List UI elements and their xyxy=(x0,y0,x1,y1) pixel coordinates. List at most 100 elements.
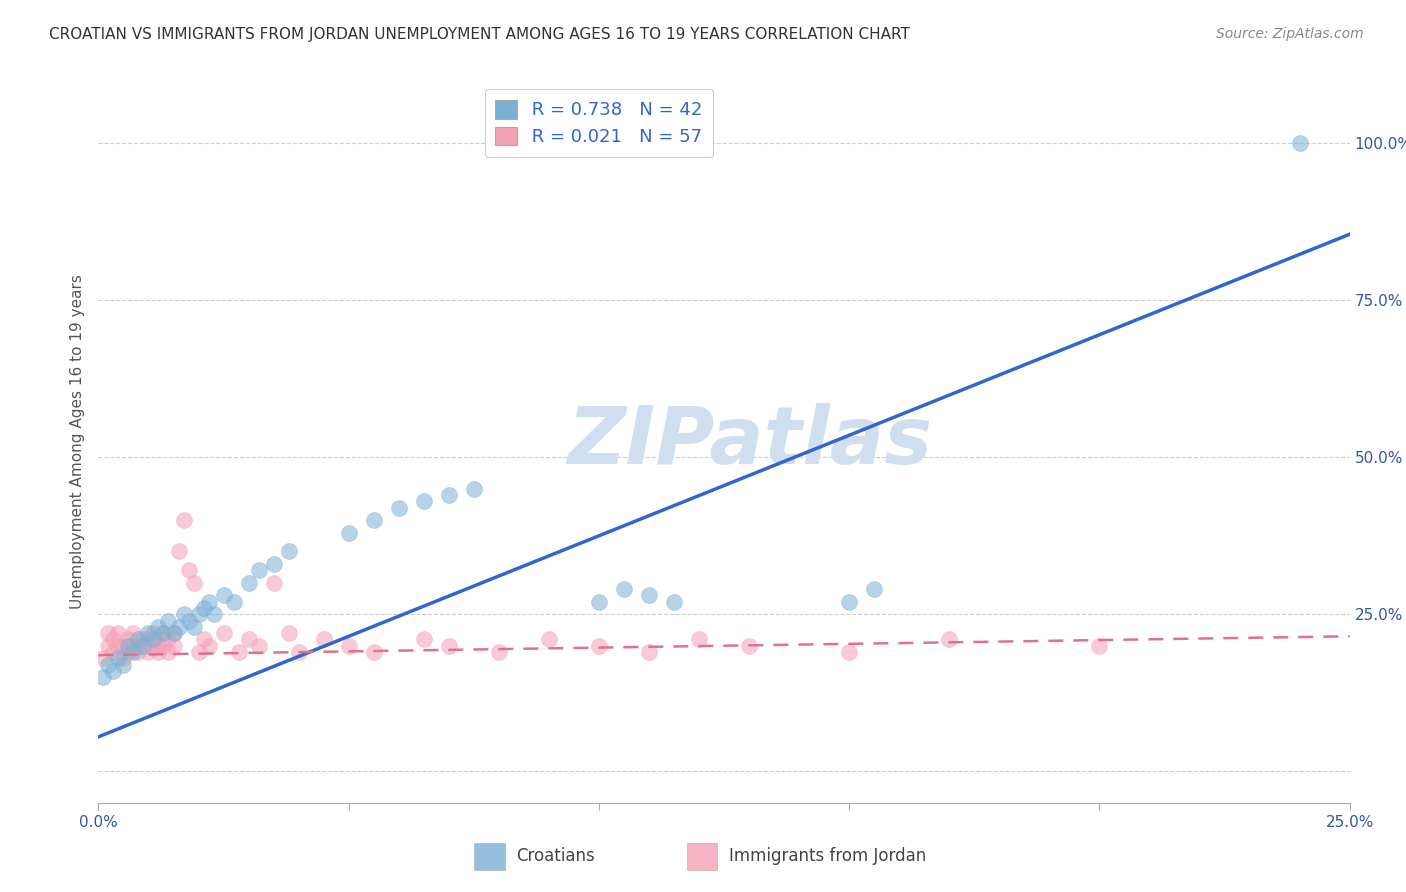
Point xyxy=(197,639,219,653)
Point xyxy=(228,645,250,659)
Point xyxy=(177,563,200,577)
Point xyxy=(838,645,860,659)
Point xyxy=(488,645,510,659)
Text: Croatians: Croatians xyxy=(516,847,595,865)
Point xyxy=(157,645,180,659)
Text: CROATIAN VS IMMIGRANTS FROM JORDAN UNEMPLOYMENT AMONG AGES 16 TO 19 YEARS CORREL: CROATIAN VS IMMIGRANTS FROM JORDAN UNEMP… xyxy=(49,27,910,42)
Point xyxy=(117,632,139,647)
Point xyxy=(138,645,160,659)
Point xyxy=(662,595,685,609)
Point xyxy=(112,639,135,653)
Point xyxy=(238,632,260,647)
Point xyxy=(437,639,460,653)
Point xyxy=(277,544,299,558)
Point xyxy=(93,651,115,665)
Point xyxy=(162,639,184,653)
Point xyxy=(287,645,309,659)
Point xyxy=(117,639,139,653)
Point xyxy=(97,657,120,672)
Point xyxy=(148,645,170,659)
Point xyxy=(863,582,886,597)
Point xyxy=(127,639,149,653)
Point xyxy=(838,595,860,609)
Point xyxy=(247,563,270,577)
Point xyxy=(638,589,661,603)
Point xyxy=(187,645,209,659)
Point xyxy=(103,664,125,678)
Point xyxy=(738,639,761,653)
Point xyxy=(238,575,260,590)
Point xyxy=(588,639,610,653)
Point xyxy=(157,614,180,628)
Point xyxy=(222,595,245,609)
Point xyxy=(337,525,360,540)
Point xyxy=(437,488,460,502)
Point xyxy=(1288,136,1310,150)
Point xyxy=(337,639,360,653)
Point xyxy=(152,626,174,640)
Text: Source: ZipAtlas.com: Source: ZipAtlas.com xyxy=(1216,27,1364,41)
Point xyxy=(107,626,129,640)
Point xyxy=(202,607,225,622)
Point xyxy=(1088,639,1111,653)
Point xyxy=(183,575,205,590)
Point xyxy=(107,639,129,653)
Point xyxy=(122,626,145,640)
Point xyxy=(412,494,434,508)
Point xyxy=(93,670,115,684)
Point xyxy=(173,513,195,527)
Point xyxy=(263,575,285,590)
Point xyxy=(107,651,129,665)
Point xyxy=(122,645,145,659)
Point xyxy=(412,632,434,647)
Point xyxy=(537,632,560,647)
Point xyxy=(132,632,155,647)
Point xyxy=(138,632,160,647)
Text: Immigrants from Jordan: Immigrants from Jordan xyxy=(728,847,927,865)
Point xyxy=(277,626,299,640)
Point xyxy=(688,632,710,647)
Point xyxy=(117,645,139,659)
Point xyxy=(97,626,120,640)
Point xyxy=(613,582,636,597)
Point xyxy=(122,639,145,653)
Point xyxy=(193,601,215,615)
Point xyxy=(363,645,385,659)
Point xyxy=(103,632,125,647)
Point xyxy=(148,620,170,634)
Point xyxy=(212,589,235,603)
Point xyxy=(193,632,215,647)
Point xyxy=(112,657,135,672)
Point xyxy=(463,482,485,496)
Point xyxy=(152,626,174,640)
Point xyxy=(127,632,149,647)
Text: ZIPatlas: ZIPatlas xyxy=(567,402,932,481)
Point xyxy=(363,513,385,527)
Point xyxy=(162,626,184,640)
Point xyxy=(157,632,180,647)
Point xyxy=(312,632,335,647)
Point xyxy=(938,632,960,647)
Point xyxy=(112,651,135,665)
Point xyxy=(247,639,270,653)
Legend:  R = 0.738   N = 42,  R = 0.021   N = 57: R = 0.738 N = 42, R = 0.021 N = 57 xyxy=(485,89,713,157)
Point xyxy=(173,607,195,622)
Point xyxy=(638,645,661,659)
Point xyxy=(148,639,170,653)
Y-axis label: Unemployment Among Ages 16 to 19 years: Unemployment Among Ages 16 to 19 years xyxy=(69,274,84,609)
Point xyxy=(197,595,219,609)
Point xyxy=(263,557,285,571)
Point xyxy=(162,626,184,640)
Point xyxy=(167,620,190,634)
Point xyxy=(132,639,155,653)
Point xyxy=(212,626,235,640)
Point xyxy=(103,645,125,659)
Point xyxy=(183,620,205,634)
Point xyxy=(97,639,120,653)
Point xyxy=(132,639,155,653)
Point xyxy=(187,607,209,622)
Point xyxy=(142,632,165,647)
Point xyxy=(142,626,165,640)
Point xyxy=(388,500,411,515)
Point xyxy=(177,614,200,628)
